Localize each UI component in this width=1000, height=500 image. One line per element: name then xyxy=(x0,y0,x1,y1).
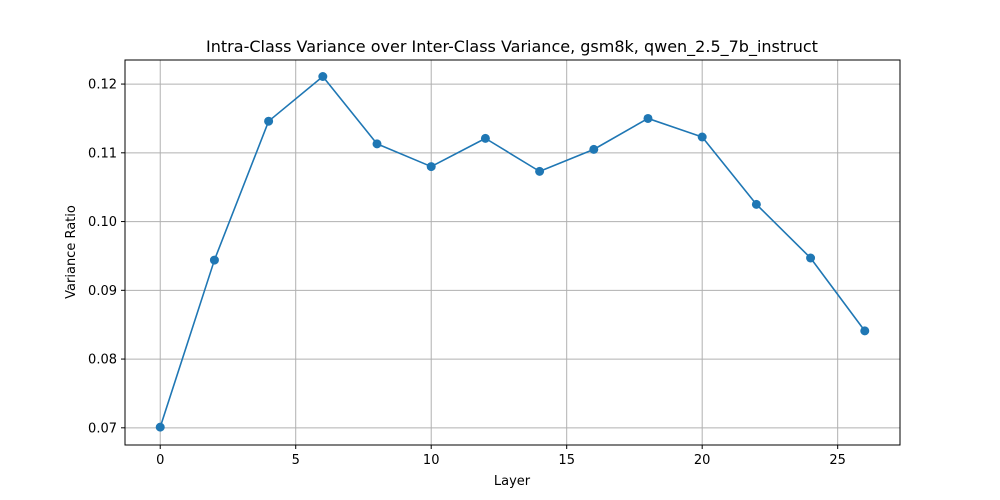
data-point xyxy=(155,422,165,432)
y-tick-label: 0.07 xyxy=(88,421,117,436)
y-axis-title: Variance Ratio xyxy=(64,205,79,299)
ticks: 0 5 10 15 20 25 0.07 0.08 0.09 0.10 0.11 0.12 xyxy=(88,78,846,468)
y-tick-label: 0.09 xyxy=(88,284,117,299)
data-point xyxy=(751,199,761,209)
series-layer xyxy=(155,72,870,432)
chart-title: Intra-Class Variance over Inter-Class Va… xyxy=(206,37,818,57)
data-point xyxy=(806,253,816,263)
x-tick-label: 15 xyxy=(558,453,575,468)
y-tick-label: 0.11 xyxy=(88,146,117,161)
data-point xyxy=(589,144,599,154)
x-tick-label: 25 xyxy=(829,453,846,468)
data-point xyxy=(264,116,274,126)
y-tick-label: 0.10 xyxy=(88,215,117,230)
data-point xyxy=(426,162,436,172)
data-point xyxy=(643,113,653,123)
data-point xyxy=(480,133,490,143)
x-axis-title: Layer xyxy=(494,474,531,489)
grid xyxy=(125,60,900,445)
data-point xyxy=(372,139,382,149)
y-tick-label: 0.12 xyxy=(88,78,117,93)
data-point xyxy=(535,166,545,176)
data-point xyxy=(860,326,870,336)
y-tick-label: 0.08 xyxy=(88,353,117,368)
data-point xyxy=(318,72,328,81)
series-line xyxy=(159,75,866,428)
x-tick-label: 20 xyxy=(694,453,711,468)
data-point xyxy=(697,132,707,142)
data-point xyxy=(209,255,219,265)
x-tick-label: 10 xyxy=(423,453,440,468)
x-tick-label: 5 xyxy=(292,453,300,468)
plot-frame xyxy=(124,59,901,446)
x-tick-label: 0 xyxy=(156,453,164,468)
